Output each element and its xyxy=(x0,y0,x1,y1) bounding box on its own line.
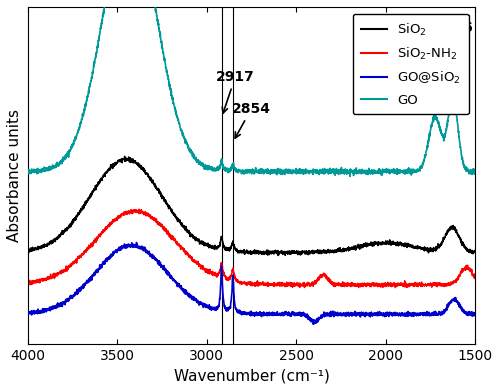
Text: 2854: 2854 xyxy=(232,102,271,138)
X-axis label: Wavenumber (cm⁻¹): Wavenumber (cm⁻¹) xyxy=(174,368,330,383)
Text: 1725: 1725 xyxy=(398,57,438,115)
Y-axis label: Absorbance units: Absorbance units xyxy=(7,109,22,242)
Text: 3429: 3429 xyxy=(0,389,1,390)
Text: 1626: 1626 xyxy=(434,21,474,91)
Text: 2917: 2917 xyxy=(216,70,254,113)
Legend: SiO$_2$, SiO$_2$-NH$_2$, GO@SiO$_2$, GO: SiO$_2$, SiO$_2$-NH$_2$, GO@SiO$_2$, GO xyxy=(352,14,469,114)
